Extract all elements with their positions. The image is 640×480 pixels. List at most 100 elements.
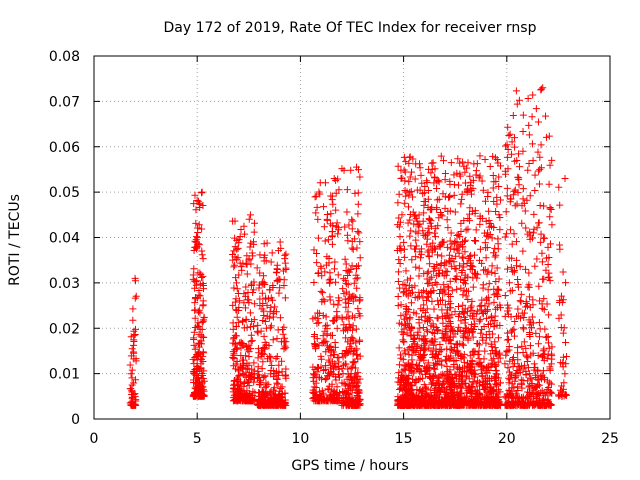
data-point xyxy=(431,365,439,373)
data-point xyxy=(328,228,336,236)
data-point xyxy=(520,313,528,321)
data-point xyxy=(319,395,327,403)
data-point xyxy=(410,347,418,355)
data-point xyxy=(434,251,442,259)
data-point xyxy=(314,269,322,277)
data-point xyxy=(481,229,489,237)
y-tick-label: 0.01 xyxy=(49,367,80,383)
data-point xyxy=(395,385,403,393)
data-point xyxy=(341,350,349,358)
data-point xyxy=(512,238,520,246)
data-point xyxy=(514,356,522,364)
data-point xyxy=(269,296,277,304)
data-point xyxy=(506,287,514,295)
data-point xyxy=(503,192,511,200)
data-point xyxy=(323,330,331,338)
data-point xyxy=(460,260,468,268)
data-point xyxy=(411,340,419,348)
data-point xyxy=(442,271,450,279)
data-point xyxy=(532,329,540,337)
data-point xyxy=(546,365,554,373)
data-point xyxy=(562,339,570,346)
data-point xyxy=(348,363,356,371)
data-point xyxy=(247,282,255,290)
data-point xyxy=(229,353,237,361)
data-point xyxy=(412,263,420,271)
data-point xyxy=(525,131,533,139)
data-point xyxy=(425,316,433,324)
data-point xyxy=(534,118,542,126)
data-point xyxy=(356,395,364,403)
data-point xyxy=(191,384,199,392)
data-point xyxy=(502,351,510,359)
data-point xyxy=(354,401,362,409)
data-point xyxy=(193,353,201,361)
data-point xyxy=(451,370,459,378)
data-point xyxy=(445,284,453,292)
data-point xyxy=(482,331,490,339)
data-point xyxy=(483,243,491,251)
data-point xyxy=(476,172,484,180)
data-point xyxy=(440,286,448,294)
data-point xyxy=(232,397,240,405)
data-point xyxy=(196,325,204,333)
data-point xyxy=(404,219,412,227)
data-point xyxy=(438,346,446,354)
data-point xyxy=(434,374,442,382)
data-point xyxy=(321,337,329,345)
data-point xyxy=(415,272,423,280)
data-point xyxy=(537,372,545,380)
data-point xyxy=(442,352,450,360)
data-point xyxy=(537,141,545,149)
data-point xyxy=(190,341,198,349)
data-point xyxy=(524,166,532,174)
data-point xyxy=(322,362,330,370)
data-point xyxy=(473,340,481,348)
data-point xyxy=(242,304,250,312)
data-point xyxy=(501,233,509,241)
data-point xyxy=(478,296,486,304)
data-point xyxy=(429,320,437,328)
data-point xyxy=(467,401,475,409)
data-point xyxy=(247,331,255,339)
data-point xyxy=(192,294,200,302)
data-point xyxy=(242,292,250,300)
data-point xyxy=(267,303,275,311)
data-point xyxy=(418,344,426,352)
data-point xyxy=(432,380,440,388)
data-point xyxy=(396,233,404,241)
data-point xyxy=(397,401,405,409)
data-point xyxy=(348,379,356,387)
data-point xyxy=(329,317,337,325)
data-point xyxy=(422,232,430,240)
data-point xyxy=(355,297,363,305)
data-point xyxy=(347,340,355,348)
data-point xyxy=(340,379,348,387)
data-point xyxy=(320,223,328,231)
data-point xyxy=(438,313,446,321)
data-point xyxy=(267,389,275,397)
data-point xyxy=(456,159,464,167)
data-point xyxy=(335,297,343,305)
data-point xyxy=(527,324,535,332)
data-point xyxy=(237,263,245,271)
data-point xyxy=(190,335,198,343)
data-point xyxy=(311,393,319,401)
data-point xyxy=(416,186,424,194)
data-point xyxy=(405,306,413,314)
data-point xyxy=(269,336,277,344)
data-point xyxy=(538,387,546,395)
data-point xyxy=(455,323,463,331)
data-point xyxy=(520,338,528,346)
data-point xyxy=(417,254,425,262)
data-point xyxy=(473,380,481,388)
data-point xyxy=(130,336,138,344)
data-point xyxy=(344,237,352,245)
data-point xyxy=(446,207,454,215)
data-point xyxy=(538,249,546,257)
data-point xyxy=(333,324,341,332)
data-point xyxy=(273,375,281,383)
data-point xyxy=(191,324,199,332)
data-point xyxy=(484,362,492,370)
data-point xyxy=(556,298,564,306)
